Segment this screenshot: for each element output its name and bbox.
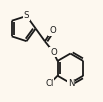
- Text: Cl: Cl: [45, 79, 53, 88]
- Text: O: O: [49, 26, 56, 35]
- Text: S: S: [24, 11, 29, 20]
- Text: O: O: [50, 48, 57, 57]
- Text: N: N: [68, 79, 74, 88]
